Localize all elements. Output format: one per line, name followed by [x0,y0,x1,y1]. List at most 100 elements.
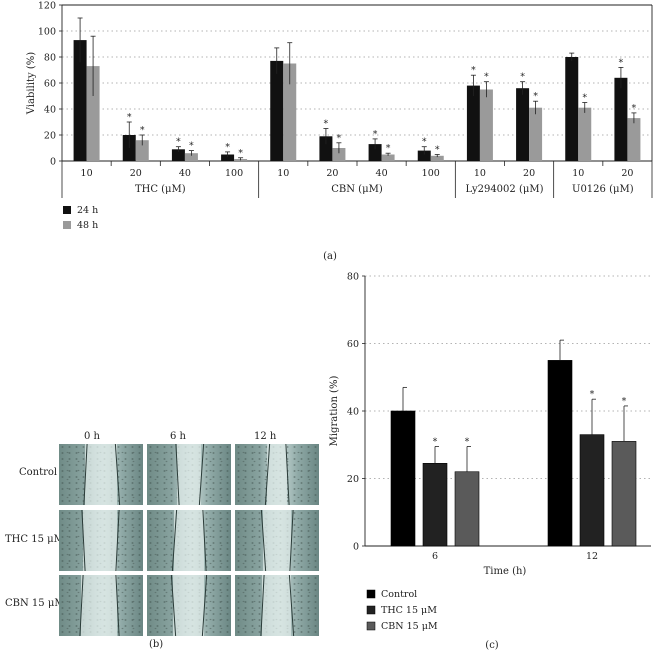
ytick-label-c: 20 [347,474,359,485]
bar-c-2 [454,471,480,547]
dose-label-a: 40 [179,168,191,179]
bar-a-48h [332,148,346,161]
bar-a-48h [86,66,100,161]
col-label-12h: 12 h [254,431,277,442]
legend-label-c: CBN 15 μM [381,621,438,632]
significance-mark-a: * [225,143,230,153]
significance-mark-a: * [373,130,378,140]
bar-a-48h [479,89,493,161]
significance-mark-a: * [127,113,132,123]
micrograph-control-6h [147,444,231,505]
legend-swatch-a [63,206,71,214]
micrograph-cbn-0h [59,575,143,636]
bar-a-48h [627,118,641,161]
legend-label-a: 24 h [77,205,98,216]
bar-a-24h [417,150,431,161]
significance-mark-c: * [433,437,438,447]
significance-mark-a: * [484,73,489,83]
legend-label-c: Control [381,589,417,600]
panel-b-label: (b) [149,639,164,650]
y-axis-label-a: Viability (%) [26,52,37,115]
bar-a-24h [466,85,480,161]
bar-c-1 [422,463,448,547]
micrograph-thc-6h [147,510,231,571]
row-label-control: Control [19,467,58,478]
ytick-label-a: 100 [38,27,56,38]
significance-mark-a: * [189,142,194,152]
significance-mark-a: * [238,149,243,159]
ytick-label-a: 0 [50,157,56,168]
col-label-6h: 6 h [170,431,186,442]
bar-a-48h [529,107,543,161]
significance-mark-a: * [583,94,588,104]
significance-mark-a: * [435,146,440,156]
bar-a-48h [430,155,444,161]
row-label-thc: THC 15 μM [5,534,64,545]
micrograph-control-12h [235,444,319,505]
bar-a-48h [283,63,297,161]
ytick-label-c: 60 [347,339,359,350]
ytick-label-a: 60 [44,79,56,90]
ytick-label-a: 20 [44,131,56,142]
x-axis-label-c: Time (h) [484,566,527,577]
dose-label-a: 10 [81,168,93,179]
y-axis-label-c: Migration (%) [329,376,340,447]
bar-a-24h [270,60,284,161]
bar-c-0 [547,360,573,547]
bar-a-48h [184,153,198,161]
bar-c-0 [390,410,416,547]
bar-a-24h [319,136,333,161]
chart-a-viability: 0 20 40 60 80 100 120 Viability (%) 10 20 * * 40 * * 10… [26,1,653,198]
dose-label-a: 10 [277,168,289,179]
ytick-label-a: 80 [44,53,56,64]
bar-c-2 [611,441,637,547]
col-label-0h: 0 h [84,431,100,442]
significance-mark-a: * [520,73,525,83]
dose-label-a: 20 [326,168,338,179]
legend-swatch-c [366,621,376,631]
category-label-c: 6 [432,551,438,562]
significance-mark-c: * [465,437,470,447]
bar-a-24h [368,144,382,161]
significance-mark-a: * [471,66,476,76]
chart-c-migration: 0 20 40 60 80 Migration (%) Time (h) 6 * * 12 * * [329,272,651,577]
ytick-label-c: 80 [347,272,359,283]
significance-mark-a: * [176,138,181,148]
dose-label-a: 20 [130,168,142,179]
group-label-a: U0126 (μM) [572,184,634,195]
legend-swatch-c [366,589,376,599]
ytick-label-a: 120 [38,1,56,12]
dose-label-a: 40 [376,168,388,179]
dose-label-a: 10 [572,168,584,179]
dose-label-a: 100 [422,168,440,179]
legend-a: 24 h 48 h [63,205,98,231]
bar-a-24h [221,154,235,161]
dose-label-a: 20 [523,168,535,179]
bar-a-24h [565,57,579,161]
bar-a-48h [381,154,395,161]
group-label-a: Ly294002 (μM) [465,184,543,195]
dose-label-a: 20 [621,168,633,179]
bar-a-24h [516,88,530,161]
legend-c: Control THC 15 μM CBN 15 μM [366,589,438,632]
significance-mark-a: * [619,58,624,68]
ytick-label-c: 0 [353,542,359,553]
micrograph-thc-12h [235,510,319,571]
micrograph-thc-0h [59,510,143,571]
micrograph-cbn-6h [147,575,231,636]
significance-mark-a: * [324,120,329,130]
bar-a-24h [171,149,185,161]
legend-label-a: 48 h [77,220,98,231]
bar-c-1 [579,434,605,547]
significance-mark-c: * [590,390,595,400]
legend-swatch-a [63,221,71,229]
legend-swatch-c [366,605,376,615]
legend-label-c: THC 15 μM [381,605,437,616]
significance-mark-a: * [533,92,538,102]
dose-label-a: 10 [474,168,486,179]
group-label-a: THC (μM) [135,184,186,195]
micrograph-cbn-12h [235,575,319,636]
ytick-label-c: 40 [347,407,359,418]
bar-a-24h [614,77,628,161]
